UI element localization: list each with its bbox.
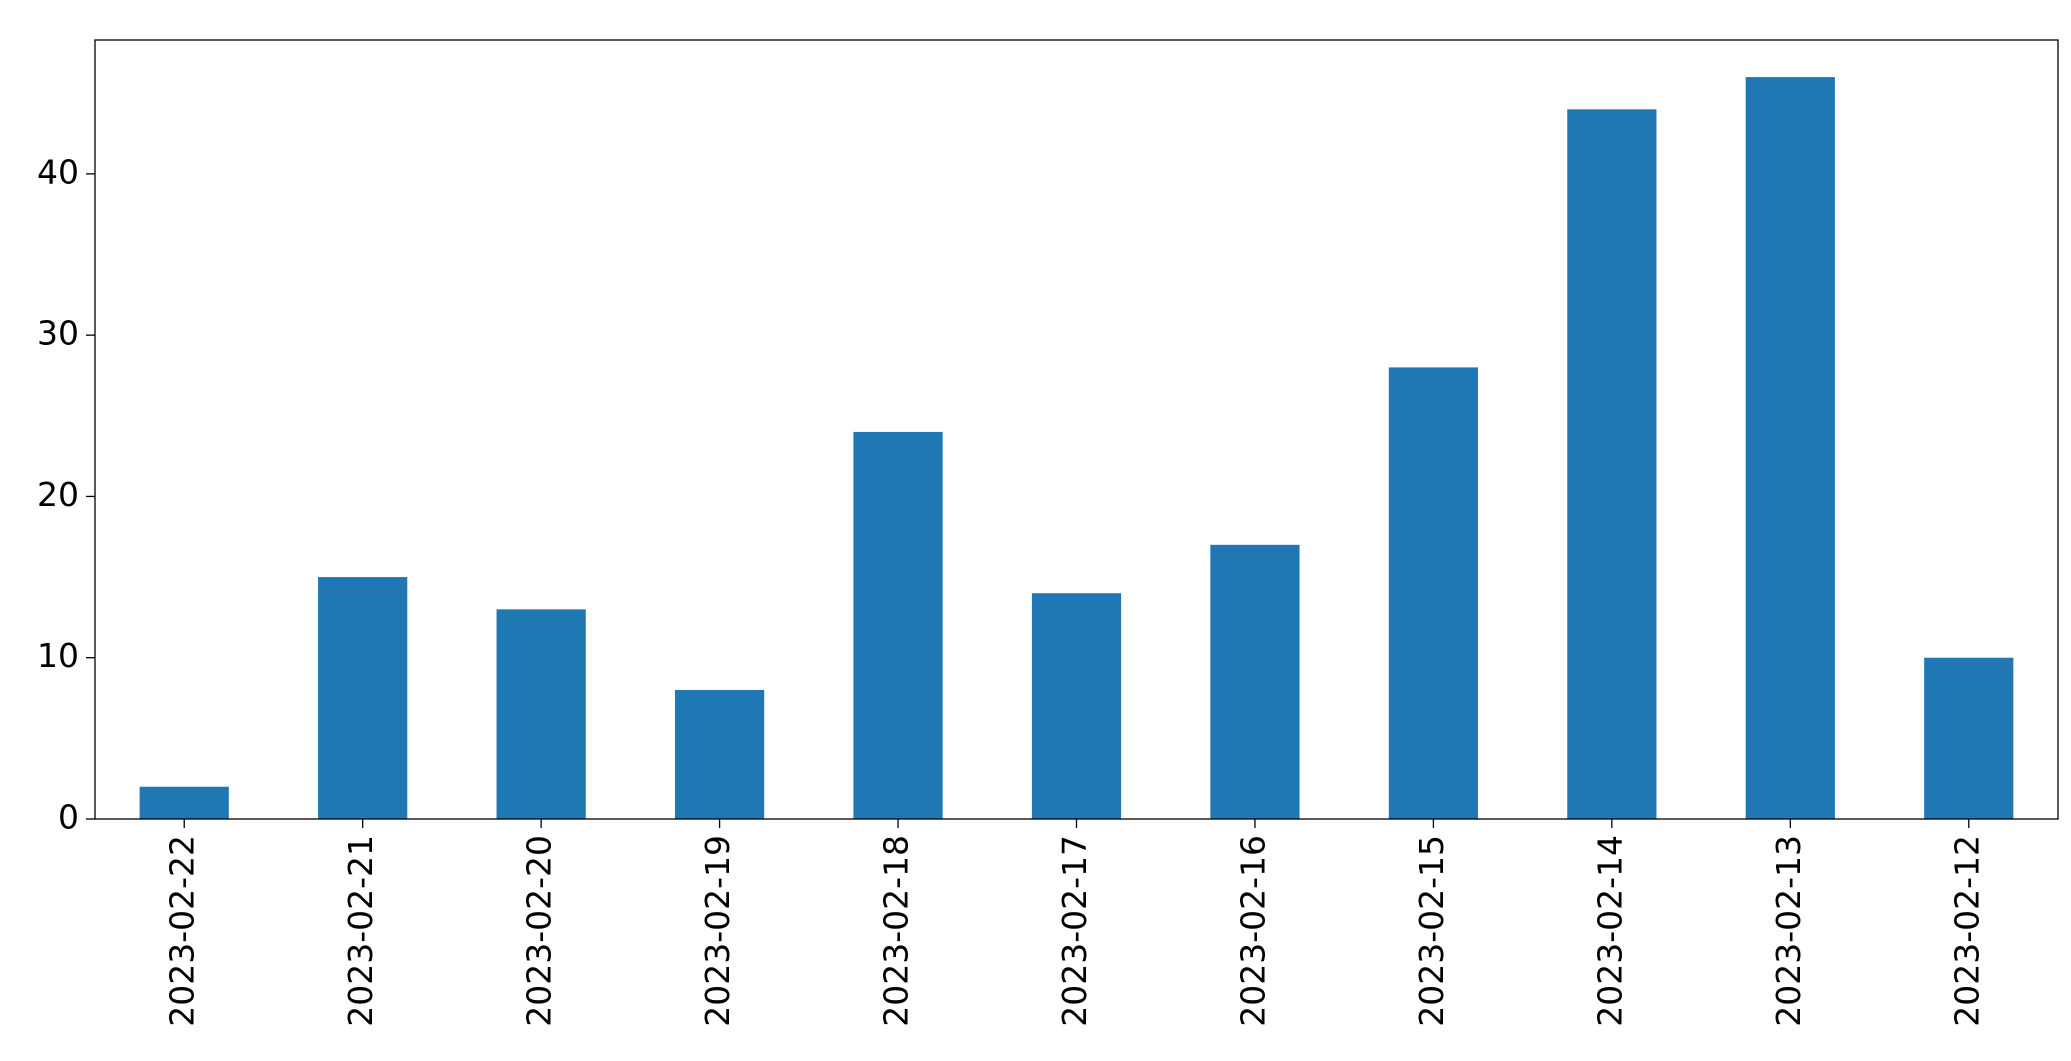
bar [1745,77,1835,820]
bar [1388,367,1479,819]
x-tick-label: 2023-02-17 [1055,835,1094,1027]
x-tick-label: 2023-02-21 [341,835,380,1027]
x-tick-label: 2023-02-20 [520,835,559,1027]
y-tick-label: 40 [37,152,79,191]
x-tick-label: 2023-02-16 [1233,835,1272,1027]
bar [674,689,765,819]
y-tick-label: 20 [37,475,79,514]
bar [139,786,229,819]
x-tick-label: 2023-02-12 [1947,835,1986,1027]
y-tick-label: 0 [58,798,79,837]
y-tick-label: 10 [37,636,79,675]
bar [1031,593,1122,819]
x-tick-label: 2023-02-22 [163,835,202,1027]
bar [1924,657,2014,819]
bar [496,609,586,819]
y-tick-label: 30 [37,314,79,353]
bar [853,431,943,819]
plot-frame [94,39,2059,820]
x-tick-label: 2023-02-15 [1412,835,1451,1027]
x-tick-label: 2023-02-13 [1769,835,1808,1027]
x-tick-label: 2023-02-19 [698,835,737,1027]
bar [318,577,408,819]
bar [1210,544,1300,819]
x-tick-label: 2023-02-18 [877,835,916,1027]
x-tick-label: 2023-02-14 [1590,835,1629,1027]
bar [1567,109,1657,819]
